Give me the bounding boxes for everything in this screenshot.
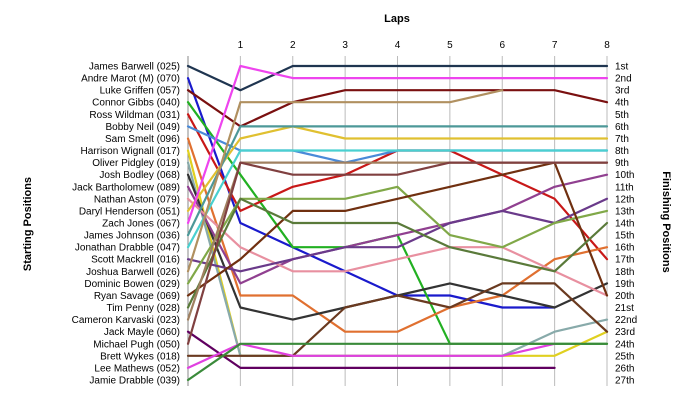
finish-position-label: 13th (615, 206, 634, 217)
driver-label: Michael Pugh (050) (93, 339, 180, 350)
driver-label: Nathan Aston (079) (94, 194, 180, 205)
series-line (186, 173, 609, 285)
series-line (186, 76, 556, 309)
label-layer: James Barwell (025)Andre Marot (M) (070)… (72, 62, 638, 387)
x-tick-label: 1 (238, 40, 244, 51)
finish-position-label: 7th (615, 134, 629, 145)
finish-position-label: 26th (615, 363, 634, 374)
driver-label: Oliver Pidgley (019) (92, 158, 180, 169)
driver-label: Cameron Karvaski (023) (72, 315, 180, 326)
finish-position-label: 27th (615, 376, 634, 387)
finish-position-label: 20th (615, 291, 634, 302)
series-line (186, 330, 556, 369)
finish-position-label: 4th (615, 98, 629, 109)
finish-position-label: 8th (615, 146, 629, 157)
x-tick-label: 5 (447, 40, 453, 51)
finish-position-label: 19th (615, 279, 634, 290)
driver-label: James Johnson (036) (84, 231, 180, 242)
y-axis-title-left: Starting Positions (22, 177, 34, 271)
series-line (186, 125, 609, 237)
finish-position-label: 11th (615, 182, 634, 193)
series-layer (186, 64, 609, 382)
finish-position-label: 6th (615, 122, 629, 133)
series-line (186, 64, 609, 225)
finish-position-label: 10th (615, 170, 634, 181)
series-line (186, 282, 609, 357)
series-line (186, 149, 609, 249)
driver-label: Lee Mathews (052) (94, 363, 180, 374)
series-line (186, 137, 609, 333)
finish-position-label: 25th (615, 351, 634, 362)
x-tick-label: 6 (499, 40, 505, 51)
finish-position-label: 24th (615, 339, 634, 350)
finish-position-label: 3rd (615, 86, 629, 97)
driver-label: Connor Gibbs (040) (92, 98, 180, 109)
series-line (186, 125, 609, 212)
series-line (186, 197, 609, 297)
finish-position-label: 2nd (615, 74, 632, 85)
finish-position-label: 9th (615, 158, 629, 169)
finish-position-label: 23rd (615, 327, 635, 338)
finish-position-label: 22nd (615, 315, 637, 326)
driver-label: Jamie Drabble (039) (89, 376, 180, 387)
finish-position-label: 1st (615, 62, 629, 73)
driver-label: Dominic Bowen (029) (84, 279, 180, 290)
x-tick-label: 3 (342, 40, 348, 51)
series-line (186, 64, 609, 92)
finish-position-label: 17th (615, 255, 634, 266)
driver-label: Jack Mayle (060) (104, 327, 180, 338)
finish-position-label: 21st (615, 303, 634, 314)
series-line (186, 342, 556, 369)
finish-position-label: 16th (615, 243, 634, 254)
driver-label: James Barwell (025) (89, 62, 180, 73)
finish-position-label: 12th (615, 194, 634, 205)
driver-label: Tim Penny (028) (106, 303, 180, 314)
x-tick-label: 7 (552, 40, 558, 51)
x-tick-label: 4 (395, 40, 401, 51)
finish-position-label: 15th (615, 231, 634, 242)
finish-position-label: 14th (615, 219, 634, 230)
driver-label: Scott Mackrell (016) (91, 255, 180, 266)
driver-label: Sam Smelt (096) (105, 134, 180, 145)
driver-label: Jonathan Drabble (047) (75, 243, 180, 254)
driver-label: Josh Bodley (068) (99, 170, 180, 181)
series-line (186, 197, 609, 309)
driver-label: Brett Wykes (018) (100, 351, 180, 362)
x-axis-title: Laps (384, 13, 410, 25)
series-line (186, 185, 609, 285)
driver-label: Joshua Barwell (026) (86, 267, 180, 278)
series-line (186, 89, 504, 273)
driver-label: Zach Jones (067) (102, 219, 180, 230)
driver-label: Ryan Savage (069) (94, 291, 180, 302)
driver-label: Luke Griffen (057) (100, 86, 180, 97)
driver-label: Ross Wildman (031) (89, 110, 180, 121)
driver-label: Jack Bartholomew (089) (72, 182, 180, 193)
driver-label: Andre Marot (M) (070) (81, 74, 180, 85)
series-line (186, 342, 609, 382)
series-line (186, 197, 609, 273)
finish-position-label: 5th (615, 110, 629, 121)
driver-label: Harrison Wignall (017) (81, 146, 180, 157)
driver-label: Daryl Henderson (051) (79, 206, 180, 217)
series-line (186, 89, 609, 128)
series-line (186, 161, 609, 297)
driver-label: Bobby Neil (049) (106, 122, 180, 133)
x-tick-label: 8 (604, 40, 610, 51)
finish-position-label: 18th (615, 267, 634, 278)
series-line (186, 161, 609, 345)
y-axis-title-right: Finishing Positions (660, 171, 672, 272)
x-tick-label: 2 (290, 40, 296, 51)
